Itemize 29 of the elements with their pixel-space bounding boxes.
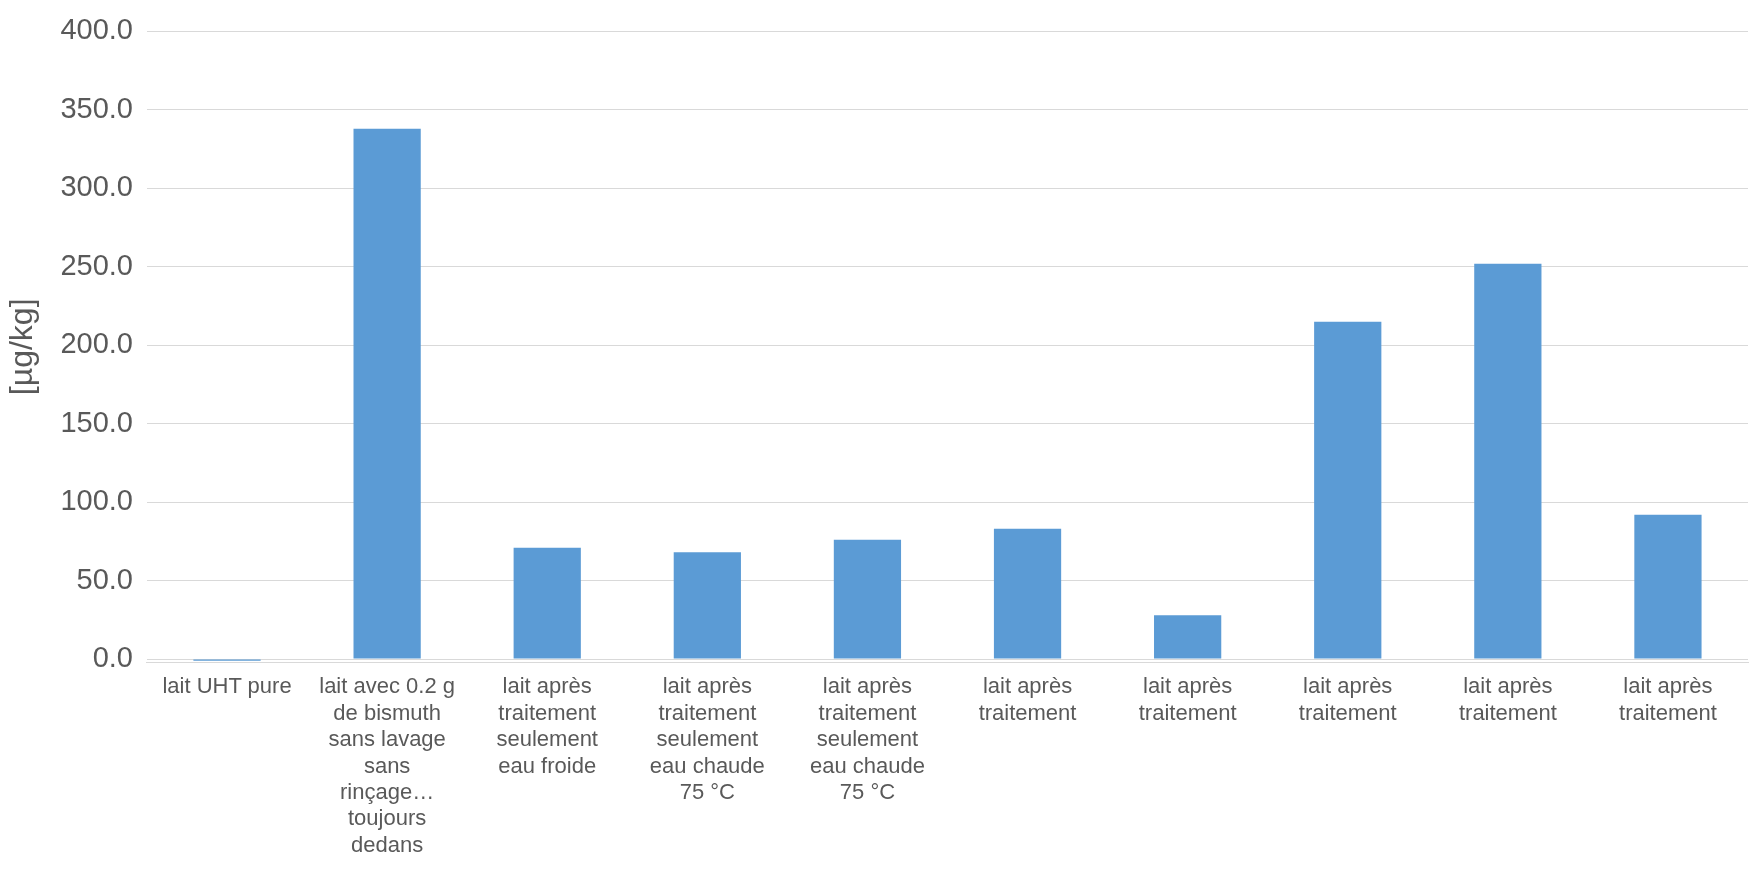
x-tick-label: lait après traitement	[1619, 673, 1717, 725]
y-tick-label: 350.0	[60, 91, 133, 124]
bar	[673, 552, 741, 659]
y-tick-label: 250.0	[60, 248, 133, 281]
x-tick-label: lait après traitement seulement eau chaude 75 °C	[649, 673, 765, 805]
x-tick-label: lait après traitement seulement eau chaude 75 °C	[809, 673, 925, 805]
x-tick-label: lait après traitement	[978, 673, 1077, 725]
y-tick-label: 300.0	[60, 170, 133, 203]
bar	[1154, 615, 1222, 659]
bar	[513, 547, 581, 659]
y-tick-label: 50.0	[76, 562, 133, 595]
x-tick-label: lait UHT pure	[162, 673, 292, 699]
bar	[1314, 321, 1382, 659]
bar	[1634, 514, 1702, 659]
y-tick-label: 200.0	[60, 327, 133, 360]
bar	[353, 128, 421, 659]
x-tick-label: lait après traitement	[1138, 673, 1237, 725]
bar	[833, 539, 902, 659]
y-tick-label: 100.0	[60, 484, 133, 517]
y-axis-title: [µg/kg]	[3, 298, 40, 396]
bar	[1474, 263, 1542, 659]
y-tick-label: 150.0	[60, 405, 133, 438]
x-tick-label: lait après traitement seulement eau froide	[496, 673, 598, 778]
x-tick-label: lait après traitement	[1298, 673, 1397, 725]
x-tick-label: lait après traitement	[1458, 673, 1557, 725]
bar	[993, 528, 1062, 659]
x-tick-label: lait avec 0.2 g de bismuth sans lavage sans rinçage… toujours dedans	[319, 673, 455, 857]
y-tick-label: 400.0	[60, 13, 133, 46]
y-tick-label: 0.0	[92, 641, 133, 674]
